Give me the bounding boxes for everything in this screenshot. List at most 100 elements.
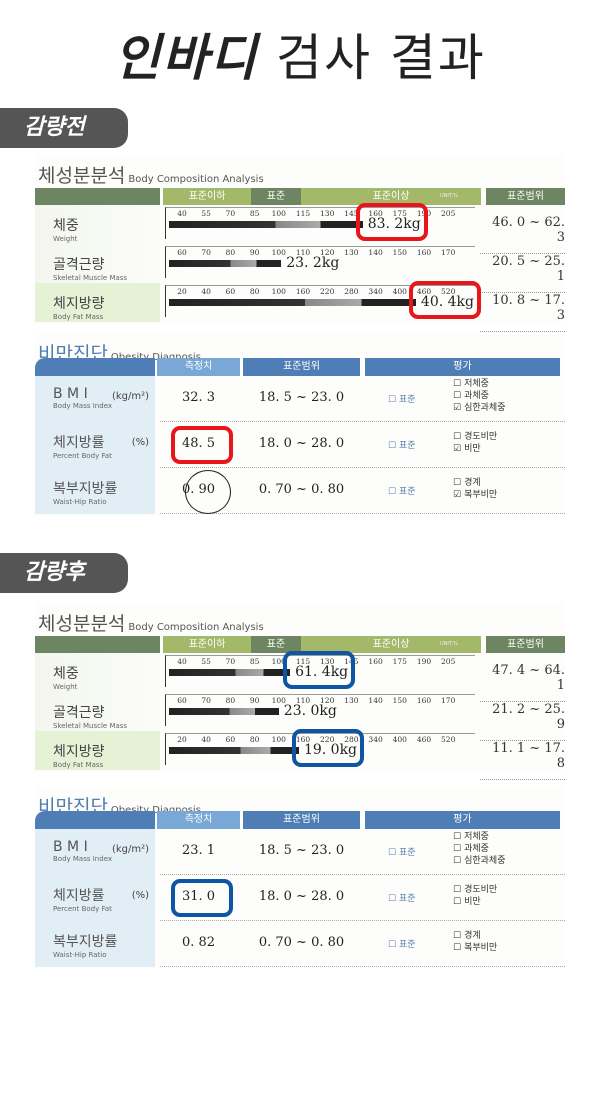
scale-tick: 80 <box>225 248 236 257</box>
scale-tick: 80 <box>249 735 260 744</box>
table-header <box>35 188 160 205</box>
scale-tick: 130 <box>320 657 335 666</box>
row-label-ko: 복부지방률 <box>53 481 118 497</box>
scale-tick: 205 <box>441 657 456 666</box>
checkbox: ☑ <box>453 490 462 500</box>
checkbox: ☐ <box>453 478 462 488</box>
row-label: B M I Body Mass Index (kg/m²) <box>35 376 155 422</box>
table-header: 표준이상 <box>301 636 481 653</box>
scale-tick: 280 <box>344 287 359 296</box>
scale-tick: 55 <box>201 209 211 218</box>
scale-tick: 340 <box>368 287 383 296</box>
scale: 40 55 70 85 100 115 130 145 160 175 190 205 83. 2kg <box>165 207 475 239</box>
scale-tick: 340 <box>368 735 383 744</box>
row-label-en: Body Mass Index <box>53 855 113 863</box>
row-label-en: Body Fat Mass <box>53 761 104 769</box>
evaluation-option: ☑ 비만 <box>453 443 497 455</box>
row-label-ko: B M I <box>53 386 88 402</box>
checkbox: ☐ <box>453 844 462 854</box>
measured-value: 61. 4kg <box>295 664 349 680</box>
panel-title-ko: 체성분분석 <box>38 165 126 187</box>
table-header: 표준범위 <box>486 188 565 205</box>
highlight-box <box>171 879 233 917</box>
row-label-en: Weight <box>53 235 78 243</box>
evaluation-option: ☐ 경계 <box>453 477 497 489</box>
body-row: 체중 Weight 40 55 70 85 100 115 130 145 160 175 190 205… <box>35 651 565 702</box>
checkbox: ☐ <box>453 379 462 389</box>
row-label-en: Percent Body Fat <box>53 905 112 913</box>
scale-tick: 100 <box>271 209 286 218</box>
option-label: 저체중 <box>464 832 489 842</box>
evaluation-option: ☐ 비만 <box>453 896 497 908</box>
scale-tick: 40 <box>201 287 211 296</box>
row-label: 골격근량 Skeletal Muscle Mass <box>35 244 160 283</box>
scale-tick: 40 <box>177 657 187 666</box>
row-label-ko: B M I <box>53 839 88 855</box>
option-label: 과체중 <box>464 844 489 854</box>
evaluation-options: ☐ 저체중 ☐ 과체중 ☐ 심한과체중 <box>453 831 505 867</box>
measured-value: 0. 82 <box>181 935 216 950</box>
option-label: 비만 <box>464 444 481 454</box>
option-label: 경도비만 <box>464 432 498 442</box>
checkbox: ☐ <box>453 856 462 866</box>
row-divider <box>160 421 565 422</box>
scale-tick: 110 <box>295 248 311 257</box>
row-unit: (%) <box>131 437 149 448</box>
scale-tick: 205 <box>441 209 456 218</box>
standard-checkbox-label: ☐ 표준 <box>388 848 416 858</box>
row-unit: (kg/m²) <box>111 391 149 402</box>
option-label: 과체중 <box>464 391 489 401</box>
checkbox: ☐ <box>453 391 462 401</box>
obesity-row: B M I Body Mass Index (kg/m²) 32. 3 18. 5 ~ … <box>35 376 565 422</box>
scale-tick: 130 <box>320 209 335 218</box>
evaluation-option: ☐ 복부비만 <box>453 942 497 954</box>
panel-title-ko: 체성분분석 <box>38 613 126 635</box>
row-label: 체지방량 Body Fat Mass <box>35 731 160 770</box>
highlight-box <box>171 426 233 464</box>
scale-tick: 150 <box>392 248 407 257</box>
scale-tick: 160 <box>416 248 432 257</box>
row-divider <box>160 467 565 468</box>
highlight-box <box>291 729 364 767</box>
scale-tick: 80 <box>225 696 236 705</box>
highlight-box <box>283 651 356 689</box>
panel-title-en: Body Composition Analysis <box>128 622 264 633</box>
standard-range: 18. 0 ~ 28. 0 <box>258 436 345 451</box>
standard-range: 47. 4 ~ 64. 1 <box>480 663 565 702</box>
table-header: 측정치 <box>157 811 240 829</box>
evaluation-option: ☐ 저체중 <box>453 378 505 390</box>
scale-tick: 20 <box>177 287 187 296</box>
scale-tick: 90 <box>249 696 260 705</box>
obesity-diagnosis-panel: 비만진단 Obesity Diagnosis 측정치 표준범위 평가 B M I Body … <box>35 786 565 968</box>
scale: 60 70 80 90 100 110 120 130 140 150 160 170 23. 2kg <box>165 246 475 278</box>
scale-tick: 160 <box>368 209 383 218</box>
checkbox: ☐ <box>453 432 462 442</box>
evaluation-options: ☐ 경계 ☐ 복부비만 <box>453 930 497 954</box>
standard-label: 표준 <box>398 894 416 904</box>
row-label: 체지방률 Percent Body Fat (%) <box>35 875 155 921</box>
scale-tick: 160 <box>368 657 383 666</box>
level-bar <box>169 669 291 676</box>
scale-tick: 115 <box>295 657 311 666</box>
row-label: 복부지방률 Waist-Hip Ratio <box>35 468 155 514</box>
evaluation-options: ☐ 경계 ☑ 복부비만 <box>453 477 497 501</box>
row-label-ko: 체중 <box>53 218 79 234</box>
checkbox: ☐ <box>453 943 462 953</box>
panel-title-en: Body Composition Analysis <box>128 174 264 185</box>
handwritten-circle <box>185 470 231 514</box>
section-badge: 감량전 <box>0 108 128 148</box>
row-label: B M I Body Mass Index (kg/m²) <box>35 829 155 875</box>
measured-value: 23. 2kg <box>286 255 340 271</box>
measured-value: 23. 0kg <box>283 703 337 719</box>
measured-value: 40. 4kg <box>420 294 474 310</box>
option-label: 심한과체중 <box>464 403 506 413</box>
title-bold: 인바디 <box>114 29 259 87</box>
level-bar <box>169 299 416 306</box>
title-light: 검사 결과 <box>276 29 486 87</box>
evaluation-option: ☐ 과체중 <box>453 843 505 855</box>
scale-tick: 140 <box>368 248 383 257</box>
body-row: 체중 Weight 40 55 70 85 100 115 130 145 160 175 190 205… <box>35 203 565 254</box>
table-header: 표준범위 <box>243 358 360 376</box>
row-label-ko: 체중 <box>53 666 79 682</box>
highlight-box <box>355 203 428 241</box>
